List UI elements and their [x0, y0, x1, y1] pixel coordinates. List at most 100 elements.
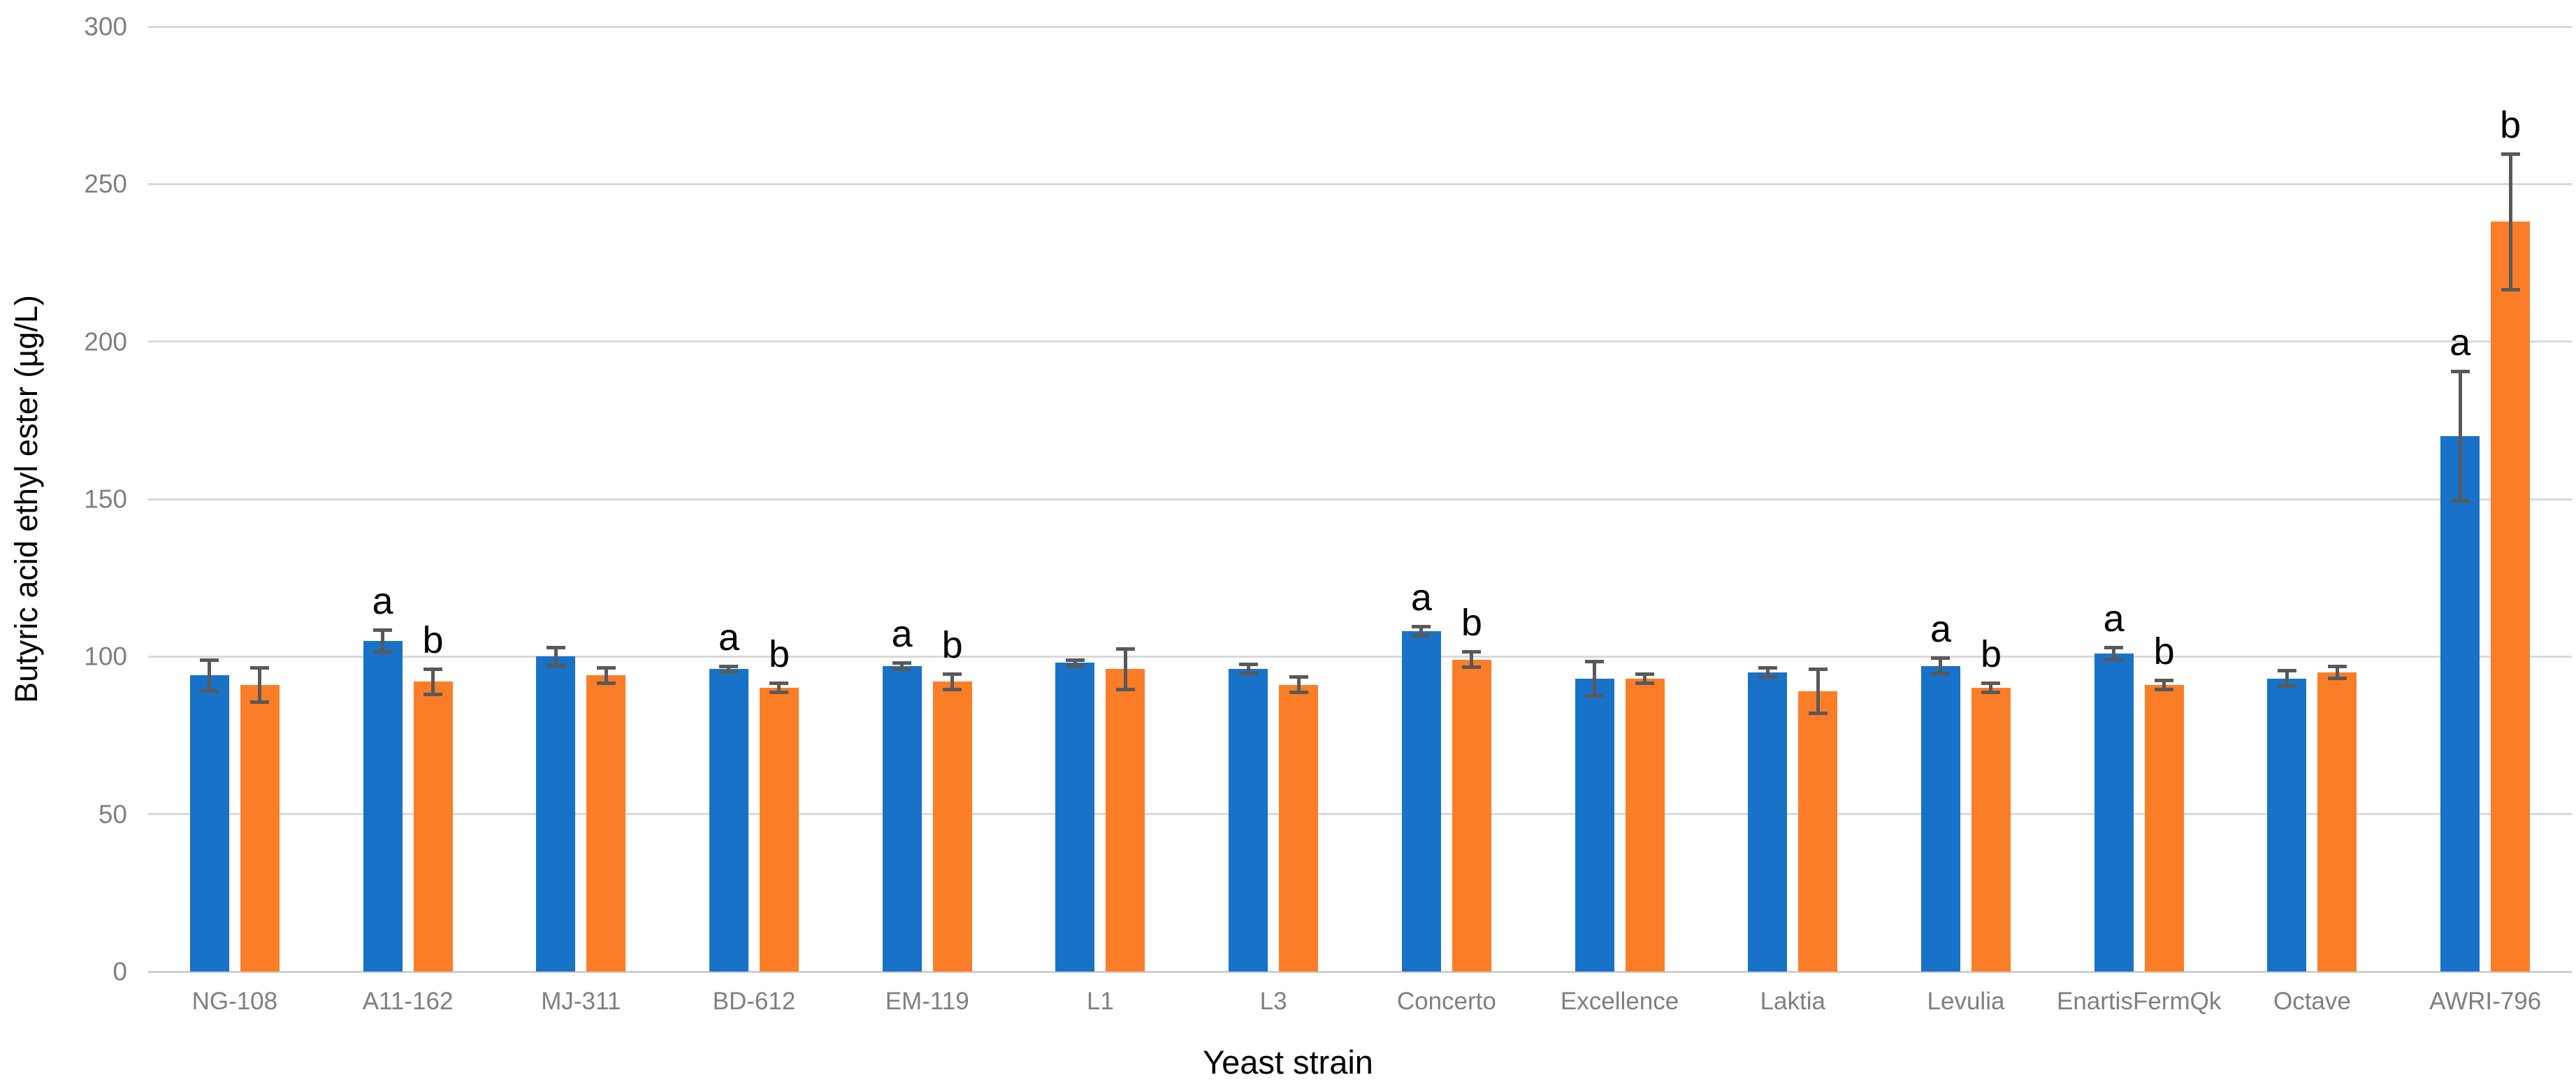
bar-series-2-orange-EnartisFermQk: [2144, 684, 2184, 972]
error-bar-line: [2162, 678, 2166, 691]
error-bar-cap-top: [373, 628, 393, 632]
bar-series-2-orange-NG-108: [240, 684, 280, 972]
error-bar-cap-top: [1065, 658, 1085, 662]
error-bar-series-1-blue-MJ-311: [536, 645, 575, 668]
error-bar-cap-top: [2327, 664, 2347, 668]
bar-group-NG-108: [148, 27, 321, 972]
error-bar-cap-top: [2450, 370, 2470, 374]
bar-series-1-blue-A11-162: [363, 640, 403, 972]
bar-series-1-blue-EM-119: [882, 665, 922, 972]
bar-series-2-orange-A11-162: [413, 681, 453, 972]
error-bar-line: [777, 681, 781, 695]
bar-series-2-orange-BD-612: [759, 688, 799, 972]
bar-series-1-blue-NG-108: [189, 675, 229, 972]
error-bar-cap-bottom: [200, 689, 219, 693]
error-bar-series-1-blue-L1: [1055, 658, 1094, 668]
y-tick-label-300: 300: [84, 12, 127, 41]
x-tick-label-A11-162: A11-162: [362, 988, 454, 1015]
error-bar-line: [1123, 647, 1127, 691]
bar-series-1-blue-Excellence: [1575, 678, 1614, 972]
error-bar-series-2-orange-NG-108: [240, 665, 280, 704]
error-bar-line: [1246, 663, 1250, 676]
significance-letter-a-BD-612: a: [718, 616, 740, 658]
bar-series-2-orange-Excellence: [1625, 678, 1665, 972]
error-bar-cap-bottom: [1238, 672, 1258, 676]
error-bar-line: [900, 661, 904, 671]
error-bar-line: [2335, 664, 2339, 681]
error-bar-line: [2458, 370, 2462, 503]
y-tick-label-0: 0: [113, 957, 127, 986]
error-bar-line: [553, 645, 558, 668]
bar-series-2-orange-AWRI-796: [2491, 222, 2531, 972]
error-bar-cap-top: [2155, 678, 2174, 682]
error-bar-series-2-orange-Levulia: [1971, 681, 2011, 695]
error-bar-cap-top: [1981, 681, 2001, 686]
error-bar-series-2-orange-A11-162: [414, 668, 453, 696]
error-bar-cap-bottom: [1808, 711, 1828, 715]
error-bar-cap-bottom: [1115, 687, 1135, 691]
bar-series-1-blue-BD-612: [709, 669, 748, 972]
error-bar-line: [2508, 152, 2512, 291]
error-bar-line: [258, 665, 262, 704]
significance-letter-b-AWRI-796: b: [2500, 104, 2521, 147]
error-bar-cap-bottom: [2450, 498, 2470, 503]
error-bar-cap-top: [1115, 647, 1135, 651]
error-bar-cap-bottom: [1635, 681, 1655, 685]
error-bar-line: [604, 665, 608, 685]
error-bar-line: [1419, 625, 1424, 638]
error-bar-series-2-orange-MJ-311: [586, 665, 625, 685]
error-bar-series-2-orange-L3: [1279, 675, 1318, 695]
error-bar-cap-bottom: [719, 670, 739, 675]
error-bar-cap-top: [1758, 665, 1777, 670]
significance-letter-b-Concerto: b: [1461, 602, 1482, 644]
bar-series-2-orange-Concerto: [1452, 659, 1491, 972]
error-bar-cap-bottom: [2104, 658, 2124, 662]
error-bar-line: [1939, 656, 1943, 676]
x-axis-line: [148, 970, 2572, 973]
error-bar-cap-top: [1585, 659, 1605, 663]
error-bar-series-2-orange-BD-612: [760, 681, 799, 695]
error-bar-cap-bottom: [769, 691, 789, 695]
error-bar-series-1-blue-Excellence: [1575, 659, 1614, 698]
gridline-150: [148, 498, 2572, 500]
error-bar-cap-bottom: [943, 687, 962, 691]
significance-letter-a-Levulia: a: [1930, 608, 1952, 651]
error-bar-series-1-blue-NG-108: [190, 658, 229, 693]
bar-series-2-orange-Laktia: [1798, 691, 1838, 972]
error-bar-cap-top: [1412, 625, 1431, 629]
bar-series-1-blue-L3: [1229, 669, 1268, 972]
error-bar-cap-top: [1238, 663, 1258, 667]
x-tick-label-Octave: Octave: [2273, 988, 2351, 1015]
error-bar-cap-top: [1635, 672, 1655, 676]
bar-series-1-blue-Octave: [2267, 678, 2307, 972]
x-tick-label-Levulia: Levulia: [1927, 988, 2005, 1015]
error-bar-cap-top: [892, 661, 912, 665]
error-bar-cap-bottom: [373, 649, 393, 654]
x-tick-label-Concerto: Concerto: [1396, 988, 1496, 1015]
gridline-200: [148, 340, 2572, 343]
error-bar-series-2-orange-Excellence: [1626, 672, 1665, 685]
y-tick-label-200: 200: [84, 327, 127, 356]
error-bar-line: [1296, 675, 1301, 695]
error-bar-cap-top: [769, 681, 789, 686]
error-bar-series-1-blue-Laktia: [1748, 665, 1787, 679]
error-bar-series-2-orange-Concerto: [1452, 650, 1491, 670]
error-bar-cap-top: [596, 665, 616, 670]
error-bar-line: [2112, 645, 2116, 662]
error-bar-series-2-orange-Octave: [2317, 664, 2357, 681]
bar-series-1-blue-MJ-311: [536, 656, 576, 972]
error-bar-series-1-blue-Concerto: [1402, 625, 1441, 638]
significance-letter-b-BD-612: b: [768, 633, 790, 676]
error-bar-line: [431, 668, 435, 696]
y-tick-label-250: 250: [84, 169, 127, 199]
error-bar-line: [1073, 658, 1077, 668]
error-bar-series-2-orange-EnartisFermQk: [2145, 678, 2184, 691]
error-bar-cap-bottom: [1462, 665, 1482, 670]
error-bar-series-1-blue-BD-612: [709, 664, 748, 675]
x-tick-label-Laktia: Laktia: [1760, 988, 1825, 1015]
significance-letter-a-Concerto: a: [1410, 577, 1432, 619]
